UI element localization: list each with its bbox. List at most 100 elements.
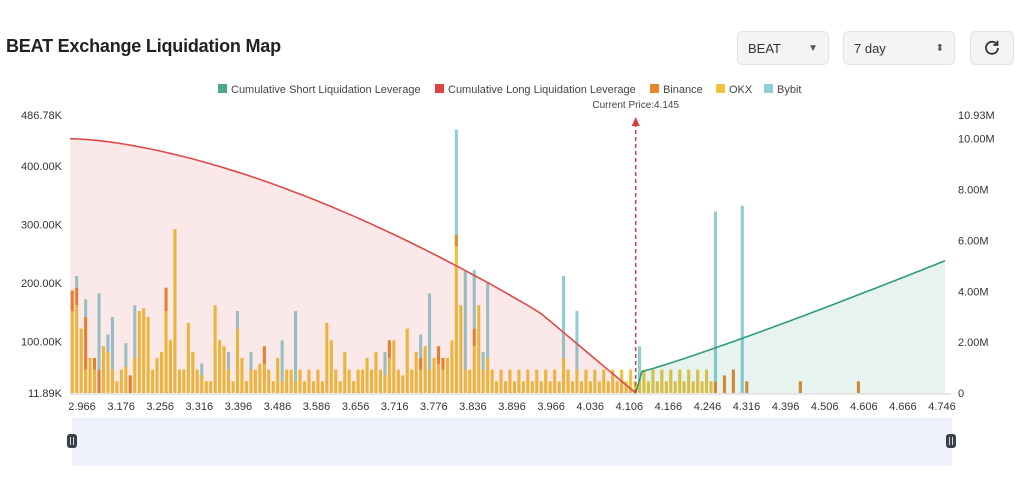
bar-segment	[579, 381, 583, 393]
slider-handle-end[interactable]	[946, 434, 956, 448]
bar-segment	[472, 328, 476, 347]
bar-segment	[160, 352, 164, 393]
bar-segment	[200, 375, 204, 393]
x-tick-label: 2.966	[68, 401, 96, 413]
bar-segment	[146, 316, 150, 393]
bar-segment	[356, 369, 360, 393]
bar-segment	[696, 369, 700, 393]
bar-segment	[615, 381, 619, 393]
y-right-tick-label: 6.00M	[958, 235, 989, 247]
x-tick-label: 4.246	[694, 401, 722, 413]
bar-segment	[133, 305, 137, 358]
legend-swatch	[650, 84, 659, 93]
current-price-arrow	[631, 117, 640, 126]
bar-segment	[79, 328, 83, 393]
bar-segment	[571, 381, 575, 393]
bar-segment	[97, 369, 101, 393]
bar-segment	[191, 352, 195, 393]
short-liquidation-area	[635, 260, 945, 393]
bar-segment	[249, 352, 253, 370]
bar-segment	[124, 366, 128, 393]
x-tick-label: 4.106	[616, 401, 644, 413]
bar-segment	[110, 369, 114, 393]
bar-segment	[638, 381, 642, 393]
bar-segment	[182, 369, 186, 393]
x-tick-label: 3.396	[225, 401, 253, 413]
bar-segment	[557, 381, 561, 393]
symbol-select[interactable]: BEAT ▼	[737, 31, 829, 65]
bar-segment	[240, 357, 244, 393]
x-tick-label: 3.656	[342, 401, 370, 413]
bar-segment	[387, 357, 391, 393]
range-select[interactable]: 7 day ⬍	[843, 31, 955, 65]
y-left-tick-label: 486.78K	[21, 110, 63, 122]
bar-segment	[84, 316, 88, 370]
long-liquidation-area	[70, 138, 636, 393]
legend-label: OKX	[729, 84, 753, 96]
current-price-label: Current Price:4.145	[592, 100, 679, 111]
bar-segment	[84, 299, 88, 317]
bar-segment	[343, 352, 347, 393]
bar-segment	[75, 275, 79, 288]
bar-segment	[204, 381, 208, 393]
y-right-tick-label: 2.00M	[958, 337, 989, 349]
x-tick-label: 4.746	[928, 401, 956, 413]
bar-segment	[365, 357, 369, 393]
y-right-tick-label: 8.00M	[958, 185, 989, 197]
bar-segment	[495, 381, 499, 393]
bar-segment	[611, 369, 615, 393]
bar-segment	[454, 234, 458, 247]
bar-segment	[235, 311, 239, 329]
bar-segment	[517, 369, 521, 393]
y-left-tick-label: 300.00K	[21, 219, 63, 231]
legend-label: Bybit	[777, 84, 801, 96]
bar-segment	[164, 311, 168, 393]
bar-segment	[445, 357, 449, 393]
bar-segment	[231, 381, 235, 393]
bar-segment	[722, 375, 726, 393]
bar-segment	[669, 369, 673, 393]
short-liquidation-line	[634, 259, 946, 394]
bar-segment	[361, 369, 365, 393]
bar-segment	[419, 369, 423, 393]
bar-segment	[633, 381, 637, 393]
bar-segment	[642, 369, 646, 393]
bar-segment	[798, 381, 802, 393]
refresh-button[interactable]	[970, 31, 1014, 65]
bar-segment	[432, 357, 436, 393]
bar-segment	[316, 369, 320, 393]
x-tick-label: 3.836	[459, 401, 487, 413]
page-title: BEAT Exchange Liquidation Map	[6, 36, 281, 56]
bar-segment	[588, 381, 592, 393]
bar-segment	[463, 270, 467, 370]
bar-segment	[186, 322, 190, 393]
bar-segment	[168, 340, 172, 393]
bar-segment	[70, 311, 74, 393]
x-tick-label: 4.606	[850, 401, 878, 413]
bar-segment	[124, 343, 128, 367]
bar-segment	[249, 369, 253, 393]
bar-segment	[110, 316, 114, 370]
bar-segment	[106, 352, 110, 393]
bar-segment	[405, 328, 409, 393]
bar-segment	[428, 293, 432, 370]
x-axis: 2.966 3.176 3.256 3.316 3.396 3.486 3.586 3.656…	[68, 393, 956, 413]
bar-segment	[709, 381, 713, 393]
bar-segment	[664, 381, 668, 393]
bar-segment	[512, 381, 516, 393]
bar-segment	[597, 381, 601, 393]
bar-segment	[562, 275, 566, 358]
bar-segment	[624, 381, 628, 393]
legend-label: Binance	[663, 84, 703, 96]
slider-handle-start[interactable]	[67, 434, 77, 448]
bar-segment	[334, 369, 338, 393]
bar-segment	[227, 352, 231, 370]
chart-legend: Cumulative Short Liquidation Leverage Cum…	[218, 84, 801, 96]
long-liquidation-line	[69, 137, 637, 394]
x-tick-label: 4.036	[576, 401, 604, 413]
bar-segment	[544, 369, 548, 393]
bar-segment	[651, 369, 655, 393]
x-tick-label: 3.716	[381, 401, 409, 413]
symbol-select-value: BEAT	[748, 40, 781, 56]
range-slider[interactable]	[67, 418, 956, 466]
